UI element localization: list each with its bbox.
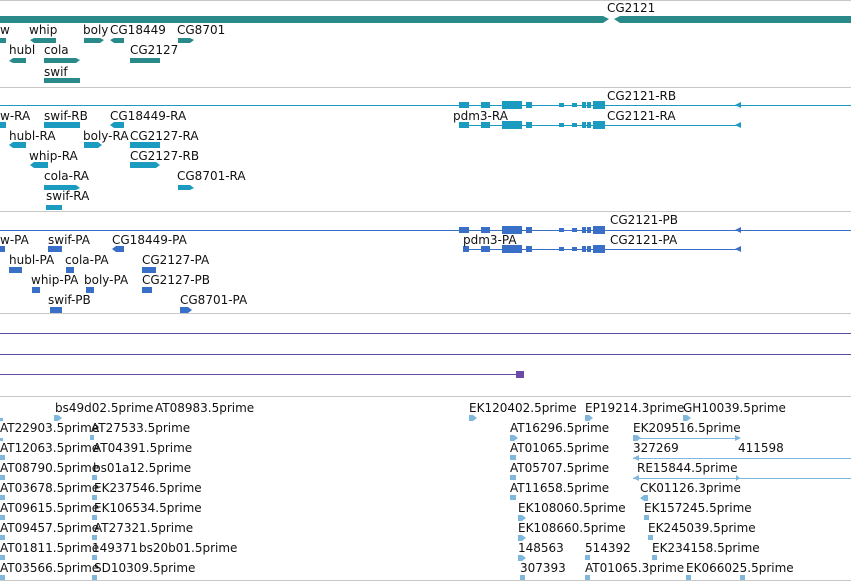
gene-feature-swif[interactable]: [44, 78, 80, 83]
gene-feature-cg18449[interactable]: [110, 38, 124, 43]
gene-feature-cg2127[interactable]: [130, 58, 160, 63]
gene-feature-cg8701[interactable]: [178, 38, 194, 43]
gene-feature-cg2121[interactable]: [0, 16, 609, 23]
protein-track[interactable]: [0, 226, 851, 313]
gene-feature-whip[interactable]: [30, 38, 56, 43]
gene-feature-w[interactable]: [0, 38, 6, 43]
gene-feature-boly[interactable]: [84, 38, 104, 43]
feature-track-purple[interactable]: [0, 333, 851, 379]
gene-feature-hubl[interactable]: [9, 58, 26, 63]
gene-track[interactable]: [0, 16, 851, 83]
gene-feature-cola[interactable]: [44, 58, 80, 63]
cdna-track[interactable]: [0, 415, 851, 580]
transcript-track[interactable]: [0, 101, 851, 210]
